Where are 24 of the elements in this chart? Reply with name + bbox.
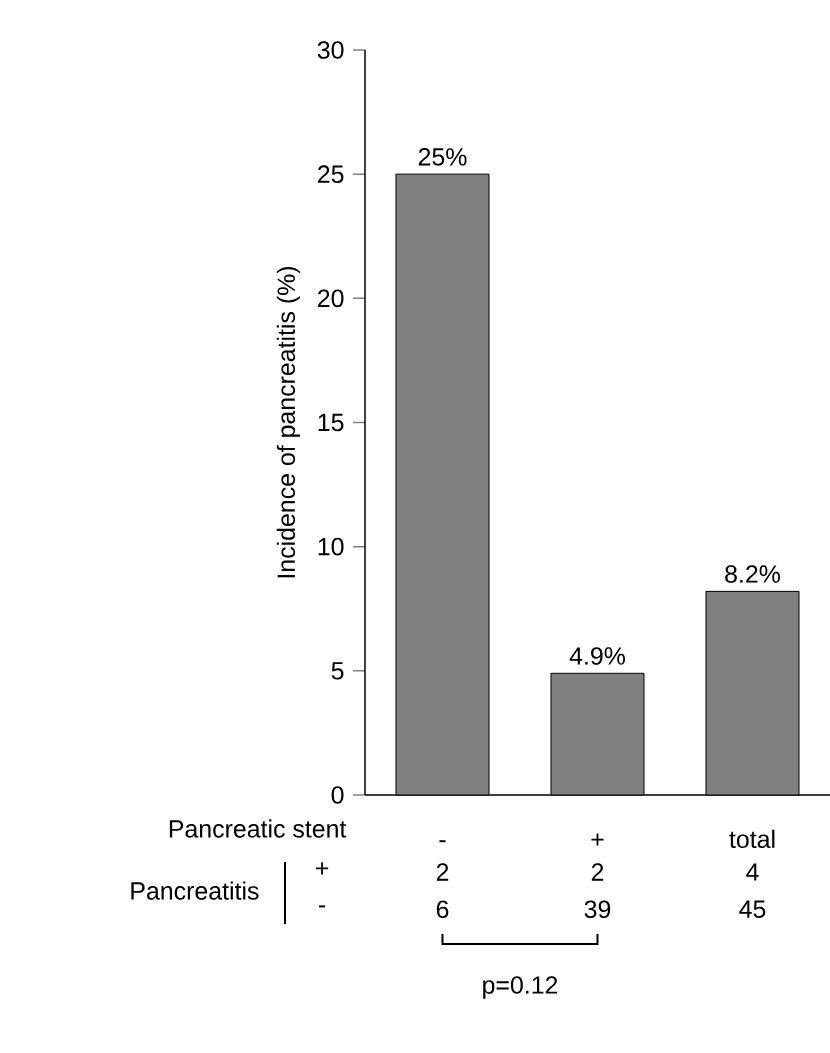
text: 45 [739, 900, 766, 918]
text: 2 [591, 863, 604, 881]
text: 2 [436, 863, 449, 881]
data-label: 8.2% [725, 565, 780, 583]
text: p=0.12 [483, 976, 558, 999]
y-axis-title: Incidence of pancreatitis (%) [276, 266, 300, 578]
y-tick-label: 10 [318, 537, 344, 556]
text: Pancreatic stent [169, 819, 347, 838]
y-tick-label: 0 [331, 786, 344, 804]
y-tick-label: 5 [331, 662, 344, 680]
x-tick-label: total [729, 829, 775, 849]
data-label: 4.9% [569, 647, 625, 665]
text: Pancreatitis [131, 881, 259, 900]
y-tick-label: 20 [318, 289, 344, 308]
y-tick-label: 25 [318, 165, 344, 183]
text: 6 [436, 900, 449, 919]
y-tick-label: 15 [318, 413, 344, 432]
text: + [316, 862, 329, 875]
y-tick-label: 30 [317, 41, 344, 59]
data-label: 25% [418, 148, 467, 166]
x-tick-label: + [591, 833, 604, 846]
text: 39 [584, 900, 611, 919]
text: - [319, 905, 326, 908]
text: 4 [746, 863, 759, 881]
